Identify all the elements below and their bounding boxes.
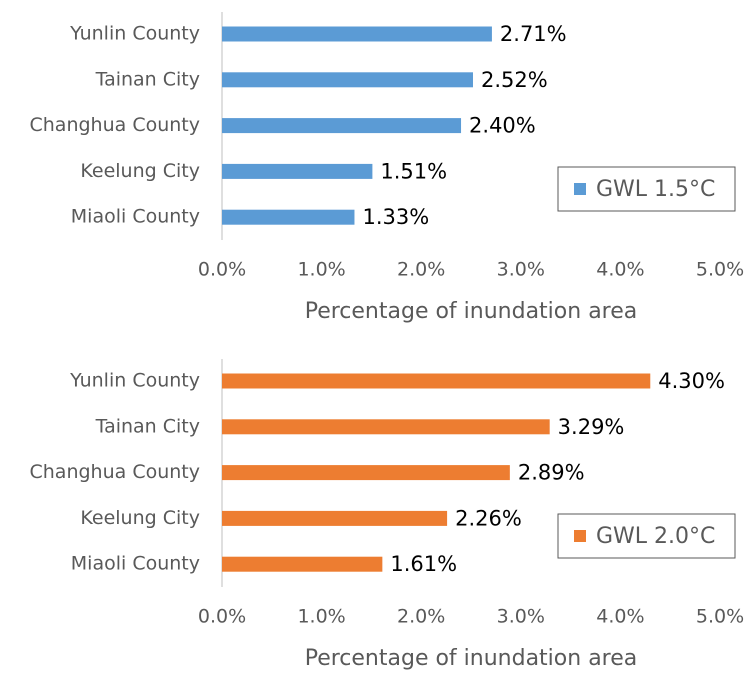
y-tick-label: Changhua County <box>30 114 201 136</box>
x-tick-label: 2.0% <box>397 606 445 628</box>
y-tick-label: Miaoli County <box>71 553 200 575</box>
value-label: 1.61% <box>390 552 457 576</box>
value-label: 2.40% <box>469 114 536 138</box>
x-axis-label: Percentage of inundation area <box>305 299 638 324</box>
y-tick-label: Miaoli County <box>71 206 200 228</box>
y-tick-label: Keelung City <box>80 160 200 182</box>
y-tick-label: Yunlin County <box>69 23 200 45</box>
value-label: 3.29% <box>558 415 625 439</box>
x-tick-label: 3.0% <box>497 259 545 281</box>
value-label: 2.52% <box>481 68 548 92</box>
y-tick-label: Tainan City <box>95 68 200 90</box>
bar <box>222 72 473 88</box>
bar <box>222 510 448 526</box>
x-tick-label: 4.0% <box>596 606 644 628</box>
legend-label: GWL 1.5°C <box>596 177 715 202</box>
bar <box>222 209 355 225</box>
legend-label: GWL 2.0°C <box>596 524 715 549</box>
value-label: 2.71% <box>500 22 567 46</box>
value-label: 1.51% <box>380 159 447 183</box>
legend-swatch <box>574 530 586 542</box>
y-tick-label: Tainan City <box>95 415 200 437</box>
x-tick-label: 5.0% <box>696 606 744 628</box>
x-axis-label: Percentage of inundation area <box>305 646 638 671</box>
bar <box>222 26 492 42</box>
y-tick-label: Changhua County <box>30 461 201 483</box>
x-tick-label: 2.0% <box>397 259 445 281</box>
bar <box>222 163 373 179</box>
x-tick-label: 5.0% <box>696 259 744 281</box>
legend-box <box>557 166 736 212</box>
x-tick-label: 1.0% <box>297 259 345 281</box>
value-label: 2.89% <box>518 461 585 485</box>
bar <box>222 118 462 134</box>
bar <box>222 465 510 481</box>
bar <box>222 556 383 572</box>
value-label: 1.33% <box>362 205 429 229</box>
legend-box <box>557 513 736 559</box>
value-label: 2.26% <box>455 506 522 530</box>
value-label: 4.30% <box>658 369 725 393</box>
x-tick-label: 3.0% <box>497 606 545 628</box>
bar <box>222 373 651 389</box>
y-tick-label: Keelung City <box>80 507 200 529</box>
x-tick-label: 0.0% <box>198 606 246 628</box>
bar <box>222 419 550 435</box>
x-tick-label: 1.0% <box>297 606 345 628</box>
y-tick-label: Yunlin County <box>69 370 200 392</box>
x-tick-label: 4.0% <box>596 259 644 281</box>
legend-swatch <box>574 183 586 195</box>
x-tick-label: 0.0% <box>198 259 246 281</box>
